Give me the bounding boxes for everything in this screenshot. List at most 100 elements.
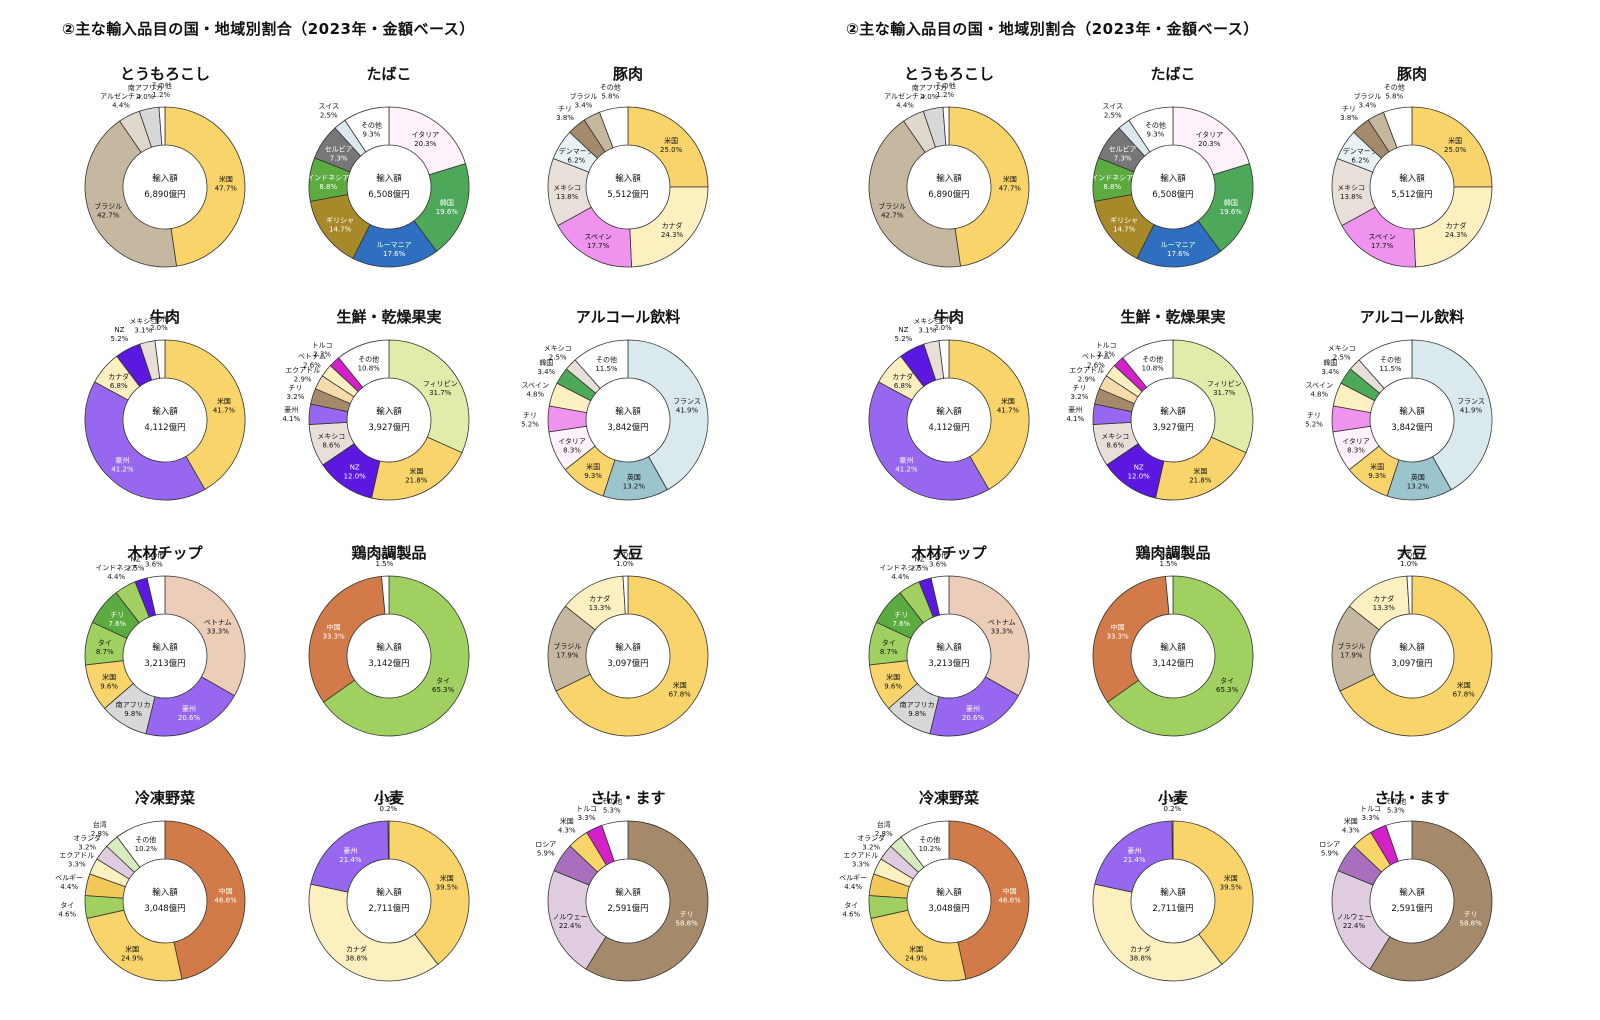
- slice-value: 3.4%: [1321, 368, 1339, 376]
- slice-label: 韓国: [440, 198, 454, 207]
- slice-label: その他: [374, 550, 395, 559]
- slice-value: 8.7%: [880, 648, 898, 656]
- slice-value: 2.3%: [1097, 350, 1115, 358]
- slice-フランス: [627, 339, 709, 491]
- slice-value: 3.8%: [1340, 114, 1358, 122]
- slice-label: NZ: [114, 326, 124, 334]
- chart-title: 大豆: [613, 544, 643, 562]
- slice-その他: [387, 820, 390, 860]
- slice-value: 4.1%: [1066, 415, 1084, 423]
- center-total: 6,508億円: [368, 189, 409, 200]
- center-label: 輸入額: [1399, 642, 1425, 653]
- slice-label: イタリア: [558, 436, 586, 445]
- slice-label: スペイン: [1368, 233, 1396, 241]
- slice-label: オランダ: [857, 833, 885, 842]
- chart-title: アルコール飲料: [1360, 308, 1465, 326]
- slice-value: 1.2%: [152, 91, 170, 99]
- slice-label: その他: [1398, 550, 1419, 559]
- slice-label: NZ: [915, 556, 925, 564]
- slice-label: メキシコ: [129, 317, 157, 325]
- center-label: 輸入額: [615, 173, 641, 184]
- slice-value: 3.6%: [145, 561, 163, 569]
- slice-value: 7.3%: [330, 155, 348, 163]
- slice-label: 米国: [1224, 873, 1238, 882]
- center-total: 2,711億円: [1152, 903, 1193, 914]
- slice-value: 5.2%: [111, 335, 129, 343]
- slice-value: 33.3%: [1106, 632, 1129, 640]
- slice-チリ: [1369, 820, 1493, 982]
- center-total: 6,890億円: [144, 189, 185, 200]
- center-label: 輸入額: [936, 642, 962, 653]
- slice-タイ: [1107, 575, 1254, 737]
- slice-label: メキシコ: [553, 184, 581, 192]
- slice-その他: [381, 575, 390, 615]
- slice-label: 米国: [1370, 462, 1384, 471]
- chart-title: とうもろこし: [120, 65, 210, 83]
- slice-label: 米国: [1193, 467, 1207, 476]
- slice-value: 4.0%: [137, 93, 155, 101]
- slice-label: スペイン: [1305, 381, 1333, 389]
- slice-label: その他: [601, 796, 622, 805]
- slice-value: 2.8%: [875, 830, 893, 838]
- slice-label: その他: [1145, 121, 1166, 130]
- slice-label: その他: [1380, 355, 1401, 364]
- slice-value: 25.0%: [660, 146, 683, 154]
- slice-label: NZ: [898, 326, 908, 334]
- slice-value: 2.0%: [934, 324, 952, 332]
- chart-title: 木材チップ: [910, 544, 987, 562]
- slice-label: その他: [361, 121, 382, 130]
- slice-value: 58.8%: [676, 920, 699, 928]
- right-panel: ②主な輸入品目の国・地域別割合（2023年・金額ベース） とうもろこし 米国 47.…: [784, 0, 1584, 1020]
- chart-title: 小麦: [374, 789, 405, 807]
- slice-value: 58.8%: [1460, 920, 1483, 928]
- slice-value: 4.4%: [107, 573, 125, 581]
- slice-value: 24.3%: [661, 231, 684, 239]
- slice-label: 中国: [219, 886, 233, 895]
- slice-value: 1.0%: [616, 560, 634, 568]
- slice-米国: [948, 106, 1030, 267]
- panel-title: ②主な輸入品目の国・地域別割合（2023年・金額ベース）: [846, 20, 1259, 38]
- slice-value: 20.6%: [178, 714, 201, 722]
- slice-value: 8.8%: [1103, 183, 1121, 191]
- slice-中国: [164, 820, 246, 980]
- slice-label: フランス: [1457, 398, 1485, 406]
- slice-value: 12.0%: [344, 472, 367, 480]
- slice-label: 米国: [909, 944, 923, 953]
- chart-title: 小麦: [1158, 789, 1189, 807]
- slice-label: 南アフリカ: [900, 700, 935, 709]
- slice-value: 17.6%: [1167, 250, 1190, 258]
- slice-value: 19.6%: [436, 208, 459, 216]
- slice-label: 中国: [1003, 886, 1017, 895]
- slice-その他: [1358, 339, 1413, 390]
- slice-label: 豪州: [284, 405, 298, 414]
- chart-grid: とうもろこし米国47.7%ブラジル42.7%アルゼンチン4.4%南アフリカ4.0…: [839, 65, 1493, 982]
- slice-label: スイス: [1102, 103, 1123, 111]
- slice-label: 米国: [1457, 680, 1471, 689]
- slice-value: 9.6%: [100, 682, 118, 690]
- center-label: 輸入額: [376, 406, 402, 417]
- slice-その他: [574, 339, 629, 390]
- chart-title: 生鮮・乾燥果実: [336, 308, 441, 326]
- slice-label: ベトナム: [298, 352, 326, 360]
- slice-value: 3.6%: [929, 561, 947, 569]
- slice-value: 2.5%: [1333, 354, 1351, 362]
- slice-label: フランス: [673, 398, 701, 406]
- slice-value: 0.2%: [379, 805, 397, 813]
- slice-value: 17.9%: [1340, 651, 1363, 659]
- slice-label: 米国: [560, 817, 574, 826]
- slice-value: 9.8%: [124, 710, 142, 718]
- slice-label: ベルギー: [55, 874, 83, 882]
- slice-value: 1.5%: [375, 560, 393, 568]
- slice-label: フィリピン: [1207, 380, 1242, 388]
- slice-その他: [930, 575, 950, 616]
- slice-value: 17.6%: [383, 250, 406, 258]
- slice-label: 米国: [664, 136, 678, 145]
- slice-label: その他: [1384, 83, 1405, 92]
- slice-value: 6.8%: [894, 382, 912, 390]
